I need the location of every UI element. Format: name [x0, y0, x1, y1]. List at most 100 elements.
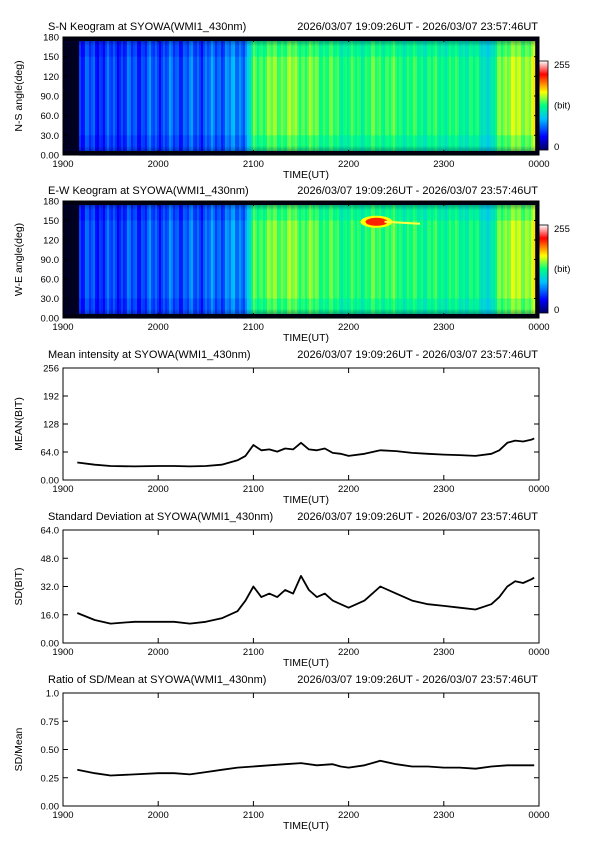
panel-title: Standard Deviation at SYOWA(WMI1_430nm)	[48, 511, 273, 523]
x-tick-label: 0000	[528, 322, 549, 333]
x-tick-label: 2000	[148, 647, 169, 658]
plot-frame	[62, 529, 540, 644]
y-tick-label: 60.0	[41, 111, 60, 122]
series-line	[77, 759, 535, 777]
x-axis-label: TIME(UT)	[283, 494, 329, 506]
y-tick-label: 30.0	[41, 131, 60, 142]
y-tick-label: 0.00	[41, 151, 60, 162]
y-tick-label: 64.0	[41, 448, 60, 459]
panel-2: E-W Keogram at SYOWA(WMI1_430nm) 2026/03/…	[13, 185, 570, 344]
keogram-bottom-band	[63, 151, 539, 155]
x-tick-label: 1900	[52, 810, 73, 821]
keogram-top-band	[63, 201, 539, 205]
y-tick-label: 150	[43, 216, 59, 227]
x-tick-label: 2100	[243, 322, 264, 333]
y-axis-label: W-E angle(deg)	[13, 223, 25, 296]
x-axis-label: TIME(UT)	[283, 169, 329, 181]
panel-1: S-N Keogram at SYOWA(WMI1_430nm) 2026/03/…	[13, 21, 570, 181]
y-tick-label: 1.0	[46, 689, 59, 700]
x-tick-label: 2300	[433, 322, 454, 333]
x-tick-label: 0000	[528, 159, 549, 170]
x-tick-label: 0000	[528, 810, 549, 821]
x-tick-label: 2300	[433, 647, 454, 658]
y-axis-label: SD(BIT)	[13, 568, 25, 606]
keogram-top-band	[63, 37, 539, 41]
colorbar	[538, 60, 549, 151]
panel-time-range: 2026/03/07 19:09:26UT - 2026/03/07 23:57…	[297, 185, 538, 197]
panel-title: Mean intensity at SYOWA(WMI1_430nm)	[48, 349, 251, 361]
series-line	[77, 437, 535, 468]
x-tick-label: 2100	[243, 647, 264, 658]
colorbar-min-label: 0	[554, 142, 559, 153]
x-tick-label: 1900	[52, 647, 73, 658]
y-tick-label: 0.00	[41, 314, 60, 325]
y-tick-label: 64.0	[41, 526, 60, 537]
y-tick-label: 90.0	[41, 92, 60, 103]
colorbar	[538, 224, 549, 314]
y-axis-label: MEAN(BIT)	[13, 397, 25, 451]
x-tick-label: 2200	[338, 647, 359, 658]
plot-frame	[62, 367, 540, 481]
panel-4: Standard Deviation at SYOWA(WMI1_430nm) 2…	[13, 511, 550, 669]
y-tick-label: 192	[43, 392, 59, 403]
y-tick-label: 0.00	[41, 476, 60, 487]
x-tick-label: 2000	[148, 810, 169, 821]
y-tick-label: 32.0	[41, 582, 60, 593]
panel-time-range: 2026/03/07 19:09:26UT - 2026/03/07 23:57…	[297, 349, 538, 361]
x-tick-label: 2100	[243, 810, 264, 821]
colorbar-min-label: 0	[554, 305, 559, 316]
x-tick-label: 2300	[433, 159, 454, 170]
panel-5: Ratio of SD/Mean at SYOWA(WMI1_430nm) 202…	[13, 674, 550, 832]
plot-frame	[62, 692, 540, 807]
x-tick-label: 2300	[433, 484, 454, 495]
panel-title: Ratio of SD/Mean at SYOWA(WMI1_430nm)	[48, 674, 266, 686]
x-tick-label: 2200	[338, 322, 359, 333]
x-tick-label: 2000	[148, 159, 169, 170]
x-tick-label: 2200	[338, 484, 359, 495]
y-tick-label: 0.75	[41, 717, 60, 728]
x-tick-label: 2100	[243, 159, 264, 170]
x-tick-label: 1900	[52, 322, 73, 333]
y-tick-label: 0.00	[41, 802, 60, 813]
x-tick-label: 2100	[243, 484, 264, 495]
x-tick-label: 2000	[148, 322, 169, 333]
x-tick-label: 2200	[338, 159, 359, 170]
bright-spot-tail	[384, 220, 421, 225]
keogram-bottom-band	[63, 314, 539, 318]
x-tick-label: 2300	[433, 810, 454, 821]
y-axis-label: SD/Mean	[13, 727, 25, 771]
x-axis-label: TIME(UT)	[283, 820, 329, 832]
x-tick-label: 1900	[52, 159, 73, 170]
bright-spot	[365, 217, 388, 226]
x-axis-label: TIME(UT)	[283, 657, 329, 669]
panel-time-range: 2026/03/07 19:09:26UT - 2026/03/07 23:57…	[297, 511, 538, 523]
panel-time-range: 2026/03/07 19:09:26UT - 2026/03/07 23:57…	[297, 674, 538, 686]
x-tick-label: 0000	[528, 647, 549, 658]
y-tick-label: 0.25	[41, 773, 60, 784]
y-tick-label: 30.0	[41, 294, 60, 305]
y-tick-label: 0.00	[41, 639, 60, 650]
colorbar-max-label: 255	[554, 60, 570, 71]
colorbar-max-label: 255	[554, 224, 570, 235]
y-tick-label: 120	[43, 72, 59, 83]
y-tick-label: 0.50	[41, 745, 60, 756]
y-tick-label: 256	[43, 364, 59, 375]
x-tick-label: 0000	[528, 484, 549, 495]
panel-title: E-W Keogram at SYOWA(WMI1_430nm)	[48, 185, 249, 197]
y-tick-label: 16.0	[41, 610, 60, 621]
colorbar-unit-label: (bit)	[554, 101, 570, 112]
y-tick-label: 180	[43, 197, 59, 208]
y-tick-label: 180	[43, 33, 59, 44]
y-tick-label: 150	[43, 52, 59, 63]
panel-3: Mean intensity at SYOWA(WMI1_430nm) 2026/…	[13, 349, 550, 506]
x-axis-label: TIME(UT)	[283, 332, 329, 344]
y-tick-label: 128	[43, 420, 59, 431]
y-tick-label: 48.0	[41, 554, 60, 565]
panel-title: S-N Keogram at SYOWA(WMI1_430nm)	[48, 21, 246, 33]
y-tick-label: 60.0	[41, 275, 60, 286]
colorbar-unit-label: (bit)	[554, 264, 570, 275]
keogram-edge-shade	[63, 201, 539, 318]
panel-time-range: 2026/03/07 19:09:26UT - 2026/03/07 23:57…	[297, 21, 538, 33]
x-tick-label: 1900	[52, 484, 73, 495]
